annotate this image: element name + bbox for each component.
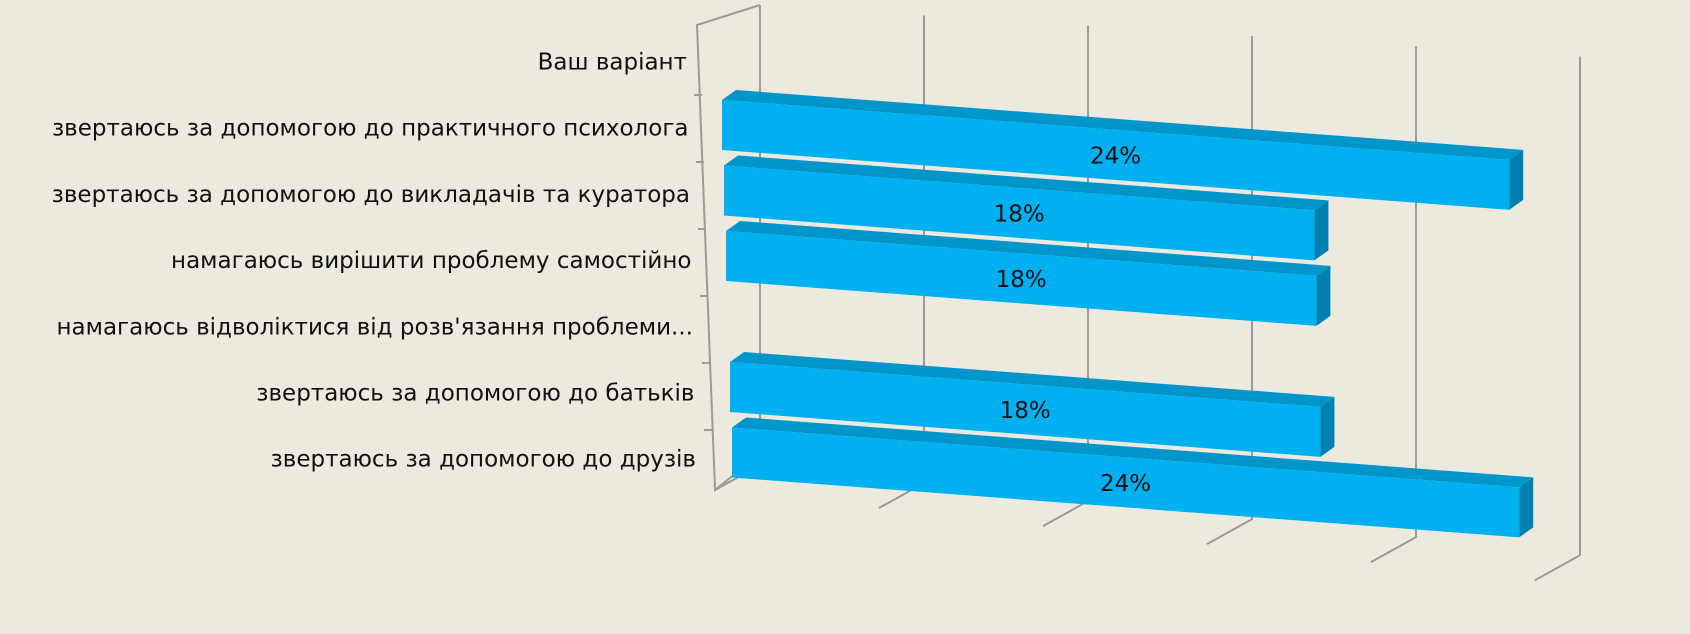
bar-front <box>726 231 1317 326</box>
category-label: намагаюсь відволіктися від розв'язання п… <box>56 314 693 340</box>
bar-end <box>1316 265 1331 326</box>
bar-end <box>1320 396 1335 457</box>
bar-front <box>730 362 1321 457</box>
bar-top <box>726 221 1331 276</box>
bar-end <box>1519 477 1534 538</box>
bar <box>722 90 1524 210</box>
bar-top <box>724 155 1329 211</box>
category-label: Ваш варіант <box>538 50 687 76</box>
category-label: звертаюсь за допомогою до практичного пс… <box>52 116 689 142</box>
grid-line <box>1534 56 1581 582</box>
bar-front <box>732 427 1520 538</box>
data-label: 18% <box>994 201 1045 227</box>
bar-top <box>722 90 1524 160</box>
data-label: 24% <box>1090 143 1141 169</box>
category-label: звертаюсь за допомогою до батьків <box>256 381 694 407</box>
bar-end <box>1314 200 1329 261</box>
left-wall <box>695 4 761 493</box>
bar <box>724 155 1329 261</box>
data-label: 24% <box>1100 471 1151 497</box>
bar-end <box>1509 149 1524 210</box>
bar <box>726 221 1331 326</box>
bar-top <box>730 352 1335 407</box>
bar-front <box>722 100 1510 210</box>
data-label: 18% <box>996 267 1047 293</box>
category-label: намагаюсь вирішити проблему самостійно <box>171 248 691 274</box>
grid-segment <box>1534 56 1581 582</box>
category-label: звертаюсь за допомогою до викладачів та … <box>52 182 690 208</box>
bar <box>730 352 1335 457</box>
grid-line <box>1370 46 1417 564</box>
category-label: звертаюсь за допомогою до друзів <box>271 447 696 473</box>
data-label: 18% <box>1000 398 1051 424</box>
bar-front <box>724 165 1315 261</box>
bar <box>732 417 1534 538</box>
bar-top <box>732 417 1534 488</box>
grid-segment <box>1370 46 1417 564</box>
